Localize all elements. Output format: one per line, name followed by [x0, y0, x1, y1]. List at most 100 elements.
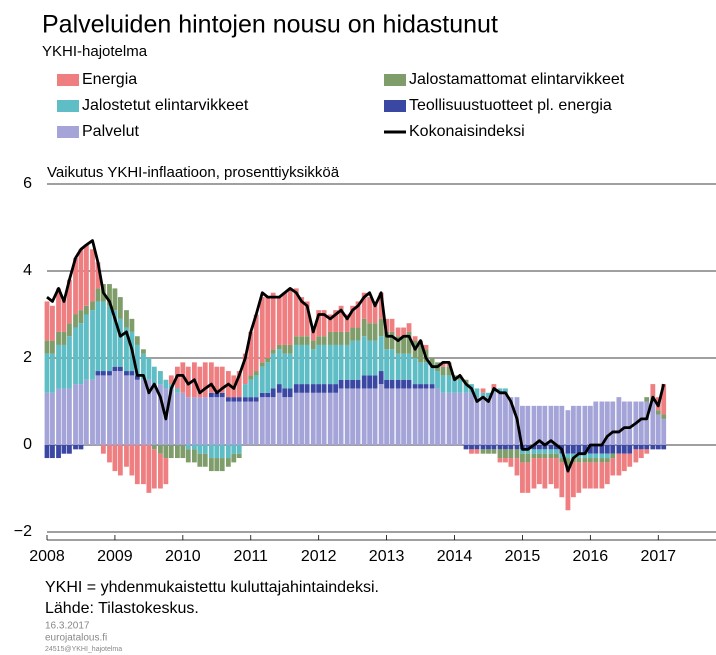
y-tick-label: 4	[23, 262, 32, 279]
bar-segment	[124, 445, 129, 467]
bar-segment	[503, 445, 508, 450]
bar-segment	[435, 388, 440, 445]
bar-segment	[191, 449, 197, 463]
bar-segment	[141, 353, 146, 380]
bar-segment	[214, 366, 220, 393]
bar-segment	[90, 249, 95, 302]
bar-segment	[265, 358, 271, 363]
bar-segment	[435, 371, 440, 389]
bar-segment	[67, 445, 72, 454]
bar-segment	[587, 405, 593, 445]
bar-segment	[321, 344, 327, 385]
bar-segment	[644, 397, 650, 402]
bar-segment	[599, 453, 605, 459]
bar-segment	[287, 388, 293, 398]
bar-segment	[350, 388, 356, 445]
bar-segment	[429, 388, 435, 445]
bar-segment	[310, 327, 316, 341]
bar-segment	[378, 371, 384, 385]
bar-segment	[582, 462, 588, 489]
bar-segment	[293, 392, 299, 445]
bar-segment	[525, 462, 531, 493]
x-tick-label: 2016	[573, 548, 609, 565]
bar-segment	[361, 318, 367, 337]
bar-segment	[525, 449, 531, 454]
legend-label: Energia	[82, 71, 137, 88]
bar-segment	[525, 453, 531, 463]
bar-segment	[185, 445, 191, 450]
bar-segment	[107, 375, 112, 445]
bar-segment	[576, 458, 582, 463]
bar-segment	[231, 401, 237, 445]
bar-segment	[50, 305, 55, 341]
bar-segment	[559, 405, 565, 445]
bar-segment	[553, 453, 559, 459]
bar-segment	[95, 371, 101, 376]
bar-segment	[265, 297, 271, 358]
bar-segment	[457, 392, 463, 445]
bar-segment	[548, 458, 554, 485]
bar-segment	[384, 388, 389, 445]
bar-segment	[412, 384, 418, 389]
bar-segment	[576, 405, 582, 445]
bar-segment	[44, 392, 50, 445]
legend-label: Palvelut	[82, 123, 139, 140]
bar-segment	[219, 458, 225, 472]
bar-segment	[124, 371, 129, 376]
bar-segment	[548, 449, 554, 454]
bar-segment	[582, 445, 588, 454]
bar-segment	[644, 401, 650, 445]
y-tick-label: 2	[23, 349, 32, 366]
bar-segment	[570, 453, 576, 459]
x-tick-label: 2009	[97, 548, 133, 565]
bar-segment	[576, 453, 582, 459]
bar-segment	[100, 375, 106, 445]
chart-subtitle: YKHI-hajotelma	[42, 43, 148, 60]
bar-segment	[406, 331, 412, 354]
bar-segment	[412, 358, 418, 385]
bar-segment	[418, 344, 423, 363]
bar-segment	[406, 353, 412, 380]
bar-segment	[587, 462, 593, 489]
bar-segment	[457, 379, 463, 393]
bar-segment	[112, 366, 118, 372]
bar-segment	[141, 379, 146, 445]
bar-segment	[548, 445, 554, 450]
bar-segment	[503, 458, 508, 463]
bar-segment	[208, 392, 214, 398]
bar-segment	[282, 397, 288, 445]
bar-segment	[265, 397, 271, 445]
bar-segment	[491, 392, 497, 445]
bar-segment	[610, 401, 616, 445]
bar-segment	[61, 445, 67, 454]
bar-segment	[655, 410, 661, 415]
bar-segment	[531, 405, 537, 445]
bar-segment	[253, 401, 259, 445]
bar-segment	[412, 336, 418, 341]
bar-segment	[134, 379, 140, 445]
bar-segment	[146, 445, 152, 493]
bar-segment	[56, 388, 61, 445]
bar-segment	[367, 388, 373, 445]
bar-segment	[231, 397, 237, 402]
bar-segment	[333, 331, 339, 345]
bar-segment	[344, 331, 350, 345]
bar-segment	[644, 449, 650, 454]
bar-segment	[565, 445, 571, 454]
bar-segment	[350, 379, 356, 389]
bar-segment	[401, 327, 406, 337]
bar-segment	[50, 392, 55, 445]
bar-segment	[633, 445, 639, 450]
bar-segment	[537, 458, 542, 485]
y-axis-label: Vaikutus YKHI-inflaatioon, prosenttiyksi…	[47, 164, 340, 181]
bar-segment	[248, 331, 254, 376]
bar-segment	[276, 384, 282, 393]
bar-segment	[531, 453, 537, 459]
bar-segment	[78, 384, 84, 445]
x-tick-label: 2014	[437, 548, 473, 565]
bar-segment	[248, 397, 254, 402]
bar-segment	[180, 392, 186, 445]
bar-segment	[627, 453, 633, 467]
bar-segment	[491, 445, 497, 450]
bar-segment	[661, 414, 667, 419]
